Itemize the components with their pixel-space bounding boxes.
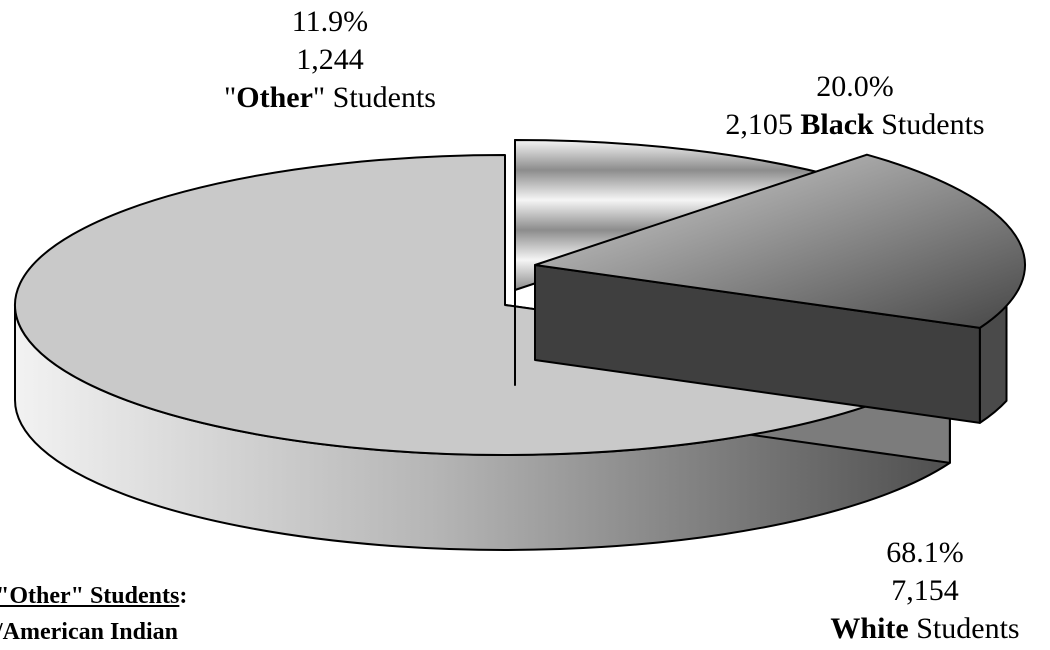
slice-name-black: 2,105 Black Students <box>725 108 985 141</box>
slice-count-white: 7,154 <box>891 574 959 607</box>
slice-label-white: 68.1% 7,154 White Students <box>800 534 1050 648</box>
black-slice-top <box>534 153 1026 329</box>
slice-percent-other: 11.9% <box>291 5 369 38</box>
slice-percent-black: 20.0% <box>816 70 894 103</box>
slice-count-other: 1,244 <box>296 43 364 76</box>
other-students-note: "Other" Students: /American Indian <box>0 578 187 650</box>
slice-percent-white: 68.1% <box>886 536 964 569</box>
note-header: "Other" Students: <box>0 583 188 609</box>
note-line: /American Indian <box>0 619 179 645</box>
slice-label-other: 11.9% 1,244 "Other" Students <box>205 3 455 117</box>
slice-label-black: 20.0% 2,105 Black Students <box>690 68 1020 144</box>
slice-name-white: White Students <box>830 612 1020 645</box>
slice-name-other: "Other" Students <box>224 81 436 114</box>
